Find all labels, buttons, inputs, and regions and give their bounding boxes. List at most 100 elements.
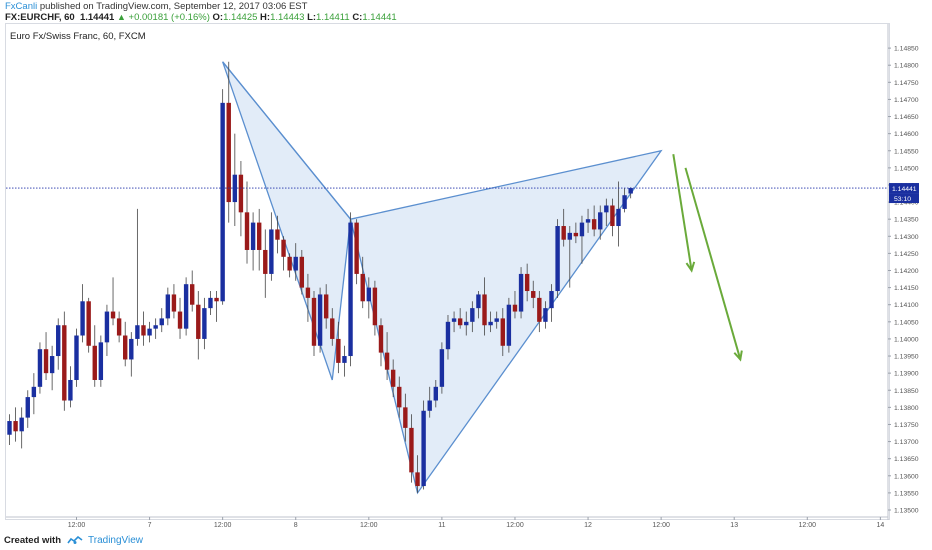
chart-title: Euro Fx/Swiss Franc, 60, FXCM — [10, 31, 146, 42]
x-tick-label: 12:00 — [214, 522, 232, 529]
candle-body — [311, 297, 317, 346]
candle-body — [598, 212, 603, 230]
projection-arrow-line — [684, 167, 742, 360]
price-change: +0.00181 (+0.16%) — [128, 12, 210, 23]
low-label: L: — [307, 12, 317, 23]
candle-body — [482, 294, 487, 326]
y-tick-label: 1.13650 — [894, 456, 919, 463]
tradingview-brand[interactable]: TradingView — [88, 535, 144, 546]
published-text: published on TradingView.com, September … — [37, 1, 308, 12]
candle-body — [177, 311, 183, 329]
projection-arrow-head — [685, 261, 696, 273]
x-tick-label: 12:00 — [360, 522, 378, 529]
candle-body — [214, 297, 219, 302]
x-tick-label: 14 — [876, 522, 884, 529]
candle-body — [500, 318, 505, 346]
candle-body — [13, 421, 18, 432]
candle-body — [293, 256, 298, 271]
candle-body — [256, 222, 262, 250]
candle-body — [604, 205, 609, 213]
candle-body — [123, 335, 128, 360]
candle-body — [159, 318, 164, 326]
candle-body — [19, 417, 24, 432]
candle-body — [68, 379, 73, 401]
candle-body — [25, 397, 30, 418]
candle-body — [244, 212, 250, 250]
candle-body — [49, 356, 55, 374]
close-label: C: — [352, 12, 363, 23]
publication-info: FxCanli published on TradingView.com, Se… — [5, 1, 307, 12]
candle-body — [616, 208, 621, 227]
candle-body — [86, 301, 91, 346]
author-name[interactable]: FxCanli — [5, 1, 38, 12]
candle-body — [171, 294, 177, 312]
candle-body — [238, 174, 244, 213]
candle-body — [537, 297, 542, 322]
candle-body — [317, 294, 323, 346]
candle-body — [433, 386, 438, 401]
candle-body — [585, 219, 591, 223]
candle-body — [403, 407, 408, 428]
candle-body — [165, 294, 171, 319]
candle-body — [524, 273, 530, 292]
y-tick-label: 1.14400 — [894, 200, 919, 207]
candle-body — [567, 232, 572, 240]
candle-body — [183, 284, 189, 329]
low-value: 1.14411 — [316, 12, 350, 23]
candle-body — [354, 222, 359, 274]
pattern-triangle-bcd — [349, 149, 663, 495]
y-tick-label: 1.14150 — [894, 285, 919, 292]
candle-body — [591, 219, 597, 230]
tradingview-logo-icon — [67, 536, 83, 544]
y-tick-label: 1.14550 — [894, 148, 919, 155]
candle-body — [360, 273, 365, 302]
candle-body — [135, 325, 140, 339]
candle-body — [579, 222, 585, 237]
candle-body — [226, 102, 231, 203]
candle-body — [488, 321, 493, 326]
publication-header: FxCanli published on TradingView.com, Se… — [0, 0, 932, 23]
candle-body — [390, 369, 396, 387]
y-tick-label: 1.13700 — [894, 439, 919, 446]
candle-body — [415, 472, 420, 487]
candle-body — [305, 287, 311, 298]
close-value: 1.14441 — [362, 12, 397, 23]
x-tick-label: 12:00 — [799, 522, 817, 529]
candle-body — [366, 287, 372, 302]
candle-body — [98, 342, 104, 380]
projection-arrow-line — [672, 154, 693, 271]
candle-body — [43, 349, 49, 374]
y-tick-label: 1.14650 — [894, 114, 919, 121]
y-tick-label: 1.14600 — [894, 131, 919, 138]
projection-arrow-head — [733, 350, 743, 362]
y-tick-label: 1.14100 — [894, 302, 919, 309]
candle-body — [622, 195, 627, 209]
x-tick-label: 12:00 — [506, 522, 524, 529]
candle-body — [220, 102, 225, 302]
candle-body — [427, 400, 432, 411]
y-tick-label: 1.13850 — [894, 388, 919, 395]
candle-body — [573, 232, 579, 237]
candle-body — [153, 325, 158, 329]
countdown-label: 53:10 — [894, 196, 911, 203]
y-tick-label: 1.14250 — [894, 251, 919, 258]
y-tick-label: 1.13550 — [894, 490, 919, 497]
symbol-info: FX:EURCHF, 60 1.14441 ▲ +0.00181 (+0.16%… — [5, 12, 397, 23]
high-label: H: — [260, 12, 271, 23]
candle-body — [80, 301, 85, 336]
candle-body — [281, 239, 286, 257]
y-tick-label: 1.14800 — [894, 63, 919, 70]
y-tick-label: 1.14750 — [894, 80, 919, 87]
candle-body — [31, 386, 37, 398]
chart-frame — [5, 23, 890, 520]
up-triangle-icon: ▲ — [116, 12, 126, 22]
y-tick-label: 1.14350 — [894, 217, 919, 224]
x-tick-label: 7 — [148, 522, 152, 529]
y-tick-label: 1.14500 — [894, 165, 919, 172]
candle-body — [250, 222, 256, 250]
candle-body — [457, 318, 463, 326]
x-tick-label: 12:00 — [652, 522, 670, 529]
candle-body — [104, 311, 110, 343]
x-tick-label: 8 — [294, 522, 298, 529]
